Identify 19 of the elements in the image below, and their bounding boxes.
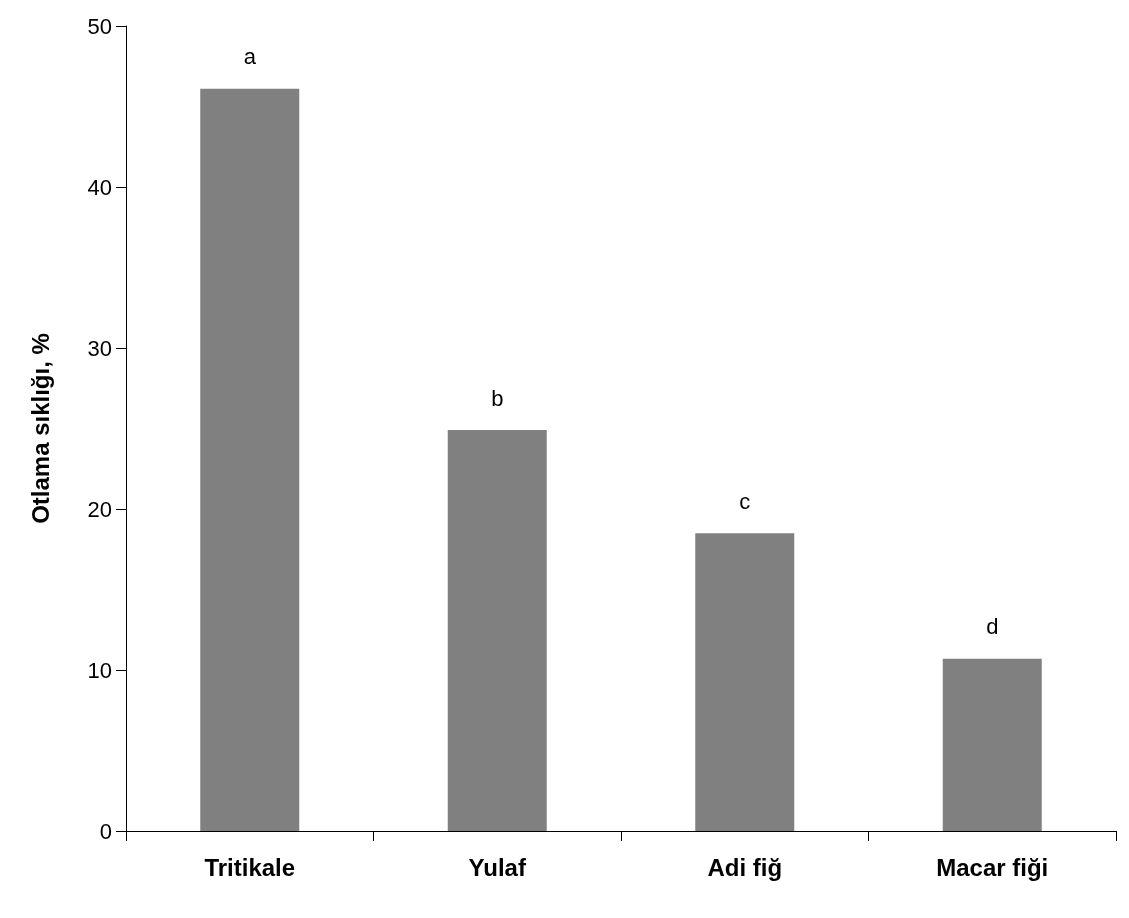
bar <box>200 88 300 831</box>
annotation: d <box>986 614 999 640</box>
y-tick-label: 20 <box>87 496 112 522</box>
y-axis-title: Otlama sıklığı, % <box>26 333 54 524</box>
x-tick-label: Macar fiği <box>936 853 1049 881</box>
bar <box>447 430 547 831</box>
x-tick-label: Tritikale <box>204 853 296 881</box>
y-tick-label: 40 <box>87 174 112 200</box>
bar <box>942 658 1042 831</box>
annotation: a <box>243 44 257 70</box>
y-tick-label: 0 <box>99 818 112 844</box>
annotation: c <box>739 488 751 514</box>
x-tick-label: Yulaf <box>468 853 527 881</box>
y-tick-label: 30 <box>87 335 112 361</box>
y-tick-label: 50 <box>87 13 112 39</box>
annotation: b <box>491 385 504 411</box>
y-tick-label: 10 <box>87 657 112 683</box>
bar <box>695 533 795 831</box>
x-tick-label: Adi fiğ <box>707 853 783 881</box>
